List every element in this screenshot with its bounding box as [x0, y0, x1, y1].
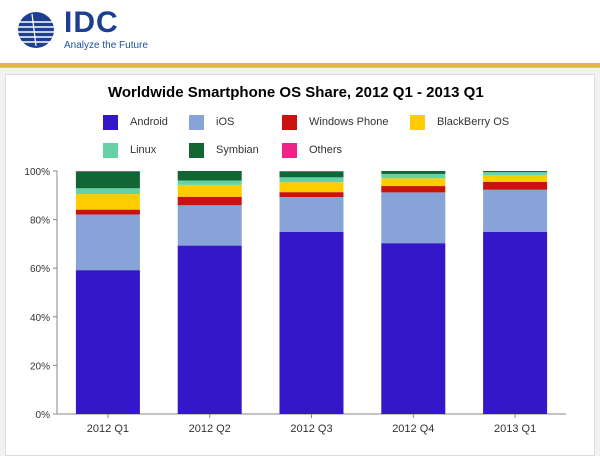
bar-windows-phone-2012-q1: [75, 209, 140, 215]
y-tick-label: 20%: [30, 361, 50, 372]
bar-blackberry-os-2012-q3: [279, 182, 344, 193]
legend-swatch-ios: [189, 115, 204, 130]
bar-windows-phone-2012-q2: [177, 196, 242, 206]
idc-globe-icon: [18, 12, 54, 48]
legend-swatch-others: [282, 143, 297, 158]
bar-blackberry-os-2012-q2: [177, 184, 242, 197]
bar-ios-2012-q3: [279, 197, 344, 232]
bar-linux-2012-q3: [279, 177, 344, 183]
legend-swatch-symbian: [189, 143, 204, 158]
y-tick-label: 60%: [30, 264, 50, 275]
bar-windows-phone-2013-q1: [483, 181, 548, 190]
header-divider-shadow: [0, 67, 600, 68]
brand-logo-text: IDC: [64, 6, 119, 39]
bar-blackberry-os-2013-q1: [483, 174, 548, 182]
bar-linux-2012-q4: [381, 173, 446, 179]
x-tick-label: 2012 Q3: [290, 423, 332, 435]
header-divider: [0, 63, 600, 67]
bar-linux-2013-q1: [483, 171, 548, 175]
site-header: IDC Analyze the Future: [0, 0, 600, 62]
bar-symbian-2013-q1: [483, 171, 548, 172]
bar-blackberry-os-2012-q1: [75, 194, 140, 210]
bar-android-2013-q1: [483, 231, 548, 414]
y-tick-label: 40%: [30, 313, 50, 324]
bar-symbian-2012-q1: [75, 171, 140, 189]
x-tick-label: 2012 Q4: [392, 423, 434, 435]
bar-android-2012-q3: [279, 231, 344, 414]
bar-blackberry-os-2012-q4: [381, 178, 446, 187]
bar-linux-2012-q2: [177, 180, 242, 185]
legend-label-ios: iOS: [216, 116, 235, 128]
bar-android-2012-q2: [177, 245, 242, 414]
legend-label-android: Android: [130, 116, 168, 128]
bar-windows-phone-2012-q4: [381, 186, 446, 193]
bar-others-2012-q1: [75, 171, 140, 172]
legend-label-others: Others: [309, 144, 343, 156]
legend-label-blackberry-os: BlackBerry OS: [437, 116, 510, 128]
legend-swatch-windows-phone: [282, 115, 297, 130]
bar-others-2012-q3: [279, 171, 344, 172]
bar-linux-2012-q1: [75, 188, 140, 195]
x-tick-label: 2012 Q1: [87, 423, 129, 435]
legend-label-windows-phone: Windows Phone: [309, 116, 389, 128]
bar-symbian-2012-q4: [381, 171, 446, 174]
x-tick-label: 2013 Q1: [494, 423, 536, 435]
chart-title: Worldwide Smartphone OS Share, 2012 Q1 -…: [108, 84, 484, 101]
legend-label-symbian: Symbian: [216, 144, 259, 156]
bar-symbian-2012-q2: [177, 171, 242, 181]
bar-symbian-2012-q3: [279, 171, 344, 178]
legend-label-linux: Linux: [130, 144, 157, 156]
bar-ios-2013-q1: [483, 189, 548, 232]
y-tick-label: 80%: [30, 216, 50, 227]
bar-ios-2012-q1: [75, 214, 140, 271]
x-tick-label: 2012 Q2: [189, 423, 231, 435]
bar-android-2012-q1: [75, 270, 140, 414]
bar-windows-phone-2012-q3: [279, 192, 344, 198]
brand-tagline: Analyze the Future: [64, 40, 148, 51]
bar-ios-2012-q4: [381, 192, 446, 244]
bar-ios-2012-q2: [177, 205, 242, 246]
y-tick-label: 0%: [36, 410, 51, 421]
bar-android-2012-q4: [381, 243, 446, 414]
legend-swatch-linux: [103, 143, 118, 158]
y-tick-label: 100%: [24, 167, 50, 178]
legend-swatch-android: [103, 115, 118, 130]
legend-swatch-blackberry-os: [410, 115, 425, 130]
